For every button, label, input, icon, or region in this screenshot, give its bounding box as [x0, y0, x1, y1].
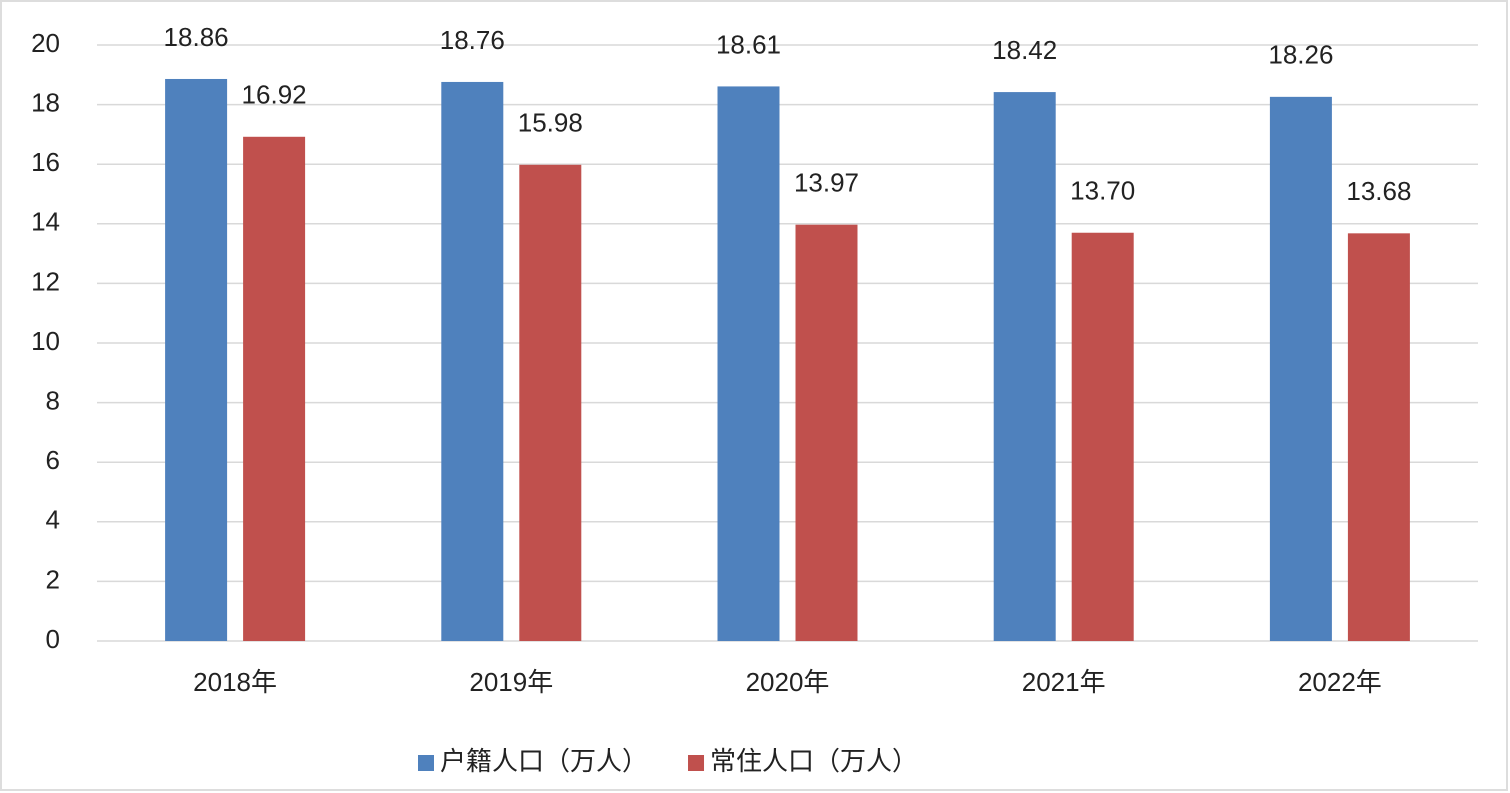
y-tick-label: 10 — [31, 326, 60, 356]
bar — [1347, 233, 1410, 641]
y-tick-label: 6 — [46, 445, 60, 475]
bar — [993, 92, 1056, 642]
y-tick-label: 12 — [31, 266, 60, 296]
x-tick-label: 2018年 — [193, 667, 277, 697]
bar — [243, 136, 306, 641]
data-label: 18.76 — [440, 25, 505, 55]
data-label: 13.70 — [1070, 176, 1135, 206]
y-tick-label: 8 — [46, 385, 60, 415]
data-label: 18.86 — [164, 22, 229, 52]
bar — [1071, 232, 1134, 642]
data-label: 18.42 — [992, 35, 1057, 65]
bar — [717, 86, 780, 641]
x-tick-label: 2022年 — [1298, 667, 1382, 697]
bar — [1269, 96, 1332, 642]
data-label: 15.98 — [518, 108, 583, 138]
y-tick-label: 16 — [31, 147, 60, 177]
bar — [165, 78, 228, 642]
data-label: 18.61 — [716, 29, 781, 59]
y-tick-label: 14 — [31, 207, 60, 237]
y-tick-label: 2 — [46, 564, 60, 594]
data-label: 13.97 — [794, 168, 859, 198]
y-tick-label: 0 — [46, 624, 60, 654]
x-tick-label: 2021年 — [1022, 667, 1106, 697]
bar — [519, 164, 582, 641]
x-tick-label: 2019年 — [469, 667, 553, 697]
legend-label: 常住人口（万人） — [710, 746, 918, 776]
legend-swatch — [688, 755, 705, 771]
data-label: 13.68 — [1346, 176, 1411, 206]
legend-label: 户籍人口（万人） — [440, 746, 648, 776]
legend-swatch — [418, 755, 434, 771]
data-label: 16.92 — [242, 80, 307, 110]
bar — [795, 224, 858, 641]
bar — [441, 81, 504, 641]
y-tick-label: 20 — [31, 28, 60, 58]
data-label: 18.26 — [1268, 40, 1333, 70]
x-tick-label: 2020年 — [746, 667, 830, 697]
y-tick-label: 4 — [46, 505, 60, 535]
y-tick-label: 18 — [31, 87, 60, 117]
